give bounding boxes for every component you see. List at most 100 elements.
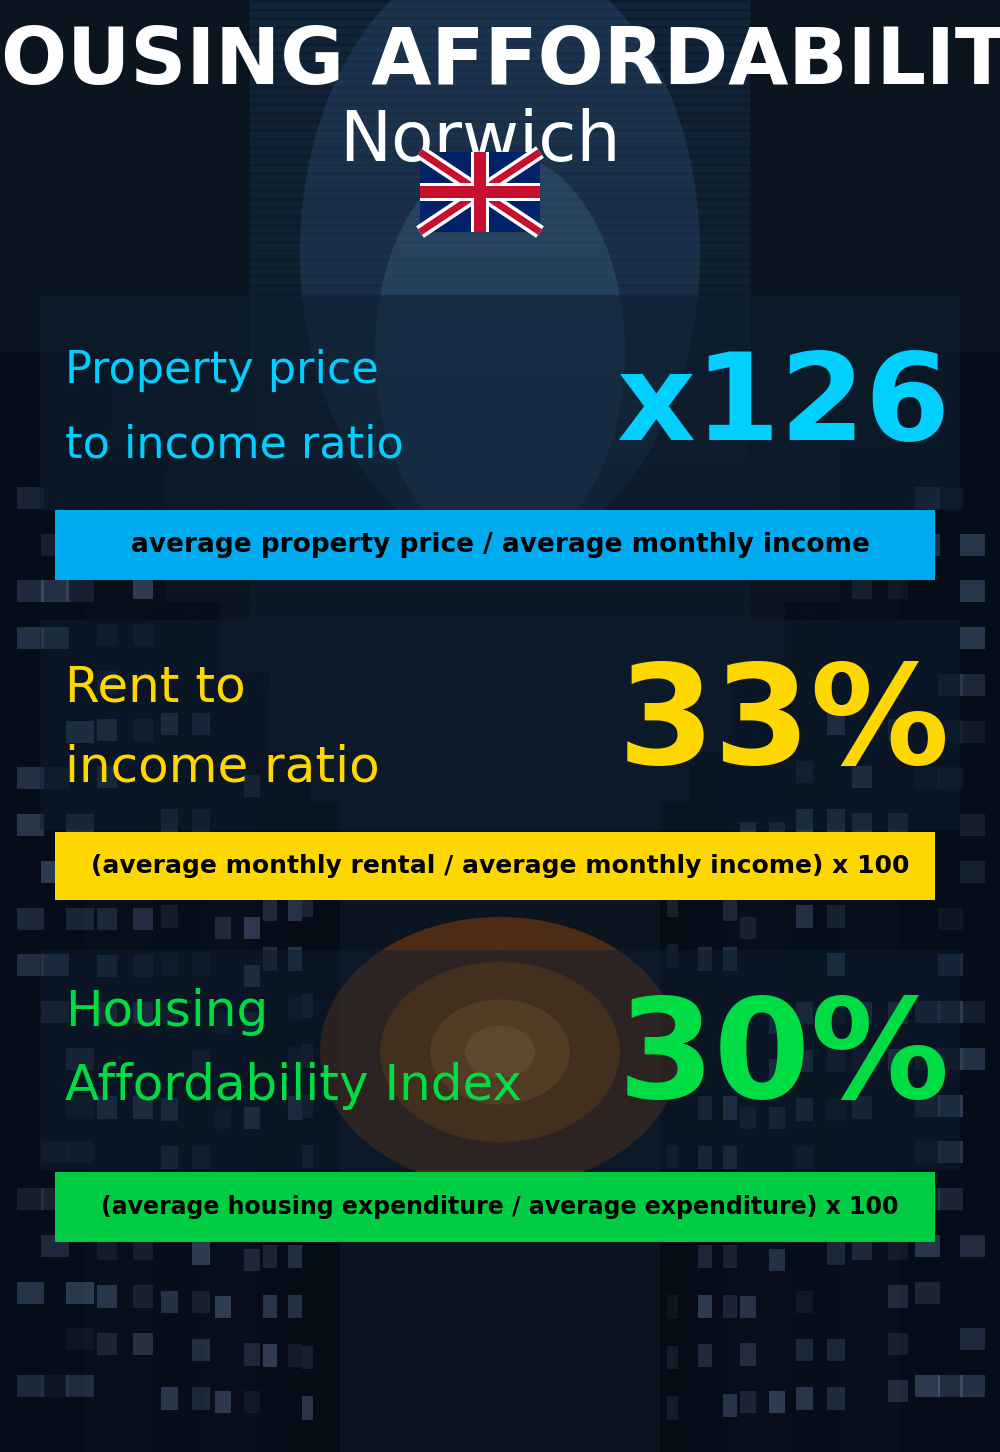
Bar bbox=[698, 1146, 712, 1169]
Bar bbox=[41, 1188, 69, 1210]
Bar bbox=[66, 1141, 94, 1163]
Bar bbox=[250, 571, 750, 585]
Bar bbox=[852, 576, 872, 600]
Bar bbox=[288, 897, 302, 921]
Bar bbox=[827, 713, 844, 735]
Bar bbox=[740, 1297, 756, 1318]
Bar bbox=[160, 1002, 178, 1024]
Bar bbox=[250, 450, 750, 465]
Bar bbox=[55, 510, 935, 579]
Bar bbox=[66, 908, 94, 929]
Bar bbox=[215, 1012, 231, 1034]
Ellipse shape bbox=[320, 918, 680, 1186]
Bar bbox=[302, 893, 313, 918]
Bar bbox=[852, 813, 872, 835]
Bar bbox=[723, 1244, 737, 1268]
Bar bbox=[244, 1249, 260, 1270]
Bar bbox=[723, 947, 737, 971]
Bar bbox=[192, 1050, 210, 1073]
Bar bbox=[827, 1050, 844, 1073]
Bar bbox=[915, 1234, 940, 1257]
Bar bbox=[192, 1339, 210, 1362]
Bar bbox=[215, 1297, 231, 1318]
Text: x126: x126 bbox=[616, 348, 950, 465]
Bar bbox=[250, 347, 750, 362]
Bar bbox=[133, 719, 153, 741]
Bar bbox=[769, 1059, 785, 1082]
Bar bbox=[192, 809, 210, 832]
Bar bbox=[888, 1002, 908, 1024]
Bar bbox=[827, 1339, 844, 1362]
Bar bbox=[852, 1239, 872, 1260]
Bar bbox=[740, 1201, 756, 1224]
Bar bbox=[16, 627, 44, 649]
Bar bbox=[288, 1244, 302, 1268]
Bar bbox=[250, 494, 750, 508]
Bar bbox=[250, 553, 750, 568]
Bar bbox=[263, 947, 277, 971]
Text: (average housing expenditure / average expenditure) x 100: (average housing expenditure / average e… bbox=[101, 1195, 899, 1220]
Bar bbox=[205, 672, 270, 1452]
Bar bbox=[915, 1048, 940, 1070]
Bar bbox=[97, 1285, 117, 1308]
Bar bbox=[250, 648, 750, 662]
Bar bbox=[250, 227, 750, 241]
Bar bbox=[160, 1146, 178, 1169]
Bar bbox=[41, 1141, 69, 1163]
Bar bbox=[250, 544, 750, 559]
Bar bbox=[16, 954, 44, 976]
Bar bbox=[250, 700, 750, 714]
Bar bbox=[250, 476, 750, 491]
Bar bbox=[41, 627, 69, 649]
Bar bbox=[796, 1050, 813, 1073]
Bar bbox=[698, 1195, 712, 1218]
Bar bbox=[133, 908, 153, 929]
Bar bbox=[250, 330, 750, 344]
Text: HOUSING AFFORDABILITY: HOUSING AFFORDABILITY bbox=[0, 25, 1000, 100]
Text: 33%: 33% bbox=[618, 658, 950, 793]
Bar bbox=[250, 391, 750, 405]
Bar bbox=[250, 579, 750, 594]
Bar bbox=[938, 486, 962, 508]
Bar bbox=[698, 1244, 712, 1268]
Bar bbox=[769, 822, 785, 845]
Bar bbox=[250, 777, 750, 791]
Bar bbox=[250, 200, 750, 215]
Text: Norwich: Norwich bbox=[339, 109, 621, 176]
Bar bbox=[302, 995, 313, 1018]
Bar bbox=[250, 253, 750, 267]
Bar bbox=[796, 1194, 813, 1217]
Bar bbox=[192, 1146, 210, 1169]
Bar bbox=[960, 581, 985, 603]
Bar bbox=[215, 870, 231, 892]
Bar bbox=[840, 452, 920, 1452]
Bar bbox=[250, 759, 750, 774]
Bar bbox=[960, 720, 985, 742]
Bar bbox=[250, 338, 750, 353]
Bar bbox=[250, 398, 750, 412]
Bar bbox=[960, 815, 985, 836]
Bar bbox=[827, 1194, 844, 1217]
Bar bbox=[250, 3, 750, 17]
Bar bbox=[41, 581, 69, 603]
Bar bbox=[250, 433, 750, 447]
Bar bbox=[250, 803, 750, 817]
Bar bbox=[215, 918, 231, 939]
Bar bbox=[41, 954, 69, 976]
Bar bbox=[888, 1285, 908, 1308]
Bar bbox=[915, 533, 940, 556]
Bar bbox=[250, 632, 750, 646]
Text: Property price: Property price bbox=[65, 348, 379, 392]
Bar bbox=[97, 861, 117, 883]
Bar bbox=[41, 1234, 69, 1257]
Bar bbox=[250, 726, 750, 741]
Bar bbox=[938, 1375, 962, 1397]
Bar bbox=[915, 1141, 940, 1163]
Bar bbox=[250, 605, 750, 620]
Bar bbox=[215, 1106, 231, 1128]
Bar bbox=[938, 720, 962, 742]
Bar bbox=[250, 768, 750, 783]
Bar bbox=[41, 1000, 69, 1024]
Bar bbox=[250, 623, 750, 637]
Bar bbox=[667, 1195, 678, 1218]
